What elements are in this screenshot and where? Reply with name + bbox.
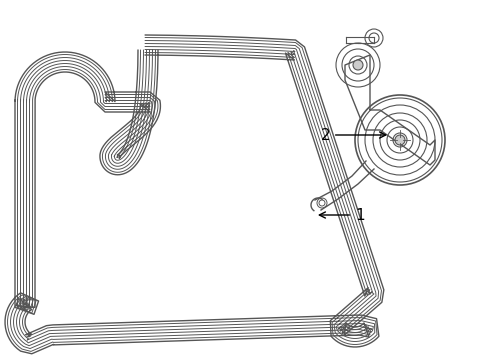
Circle shape (394, 135, 404, 145)
Text: 2: 2 (320, 127, 385, 143)
Text: 1: 1 (319, 207, 364, 222)
Circle shape (352, 60, 362, 70)
